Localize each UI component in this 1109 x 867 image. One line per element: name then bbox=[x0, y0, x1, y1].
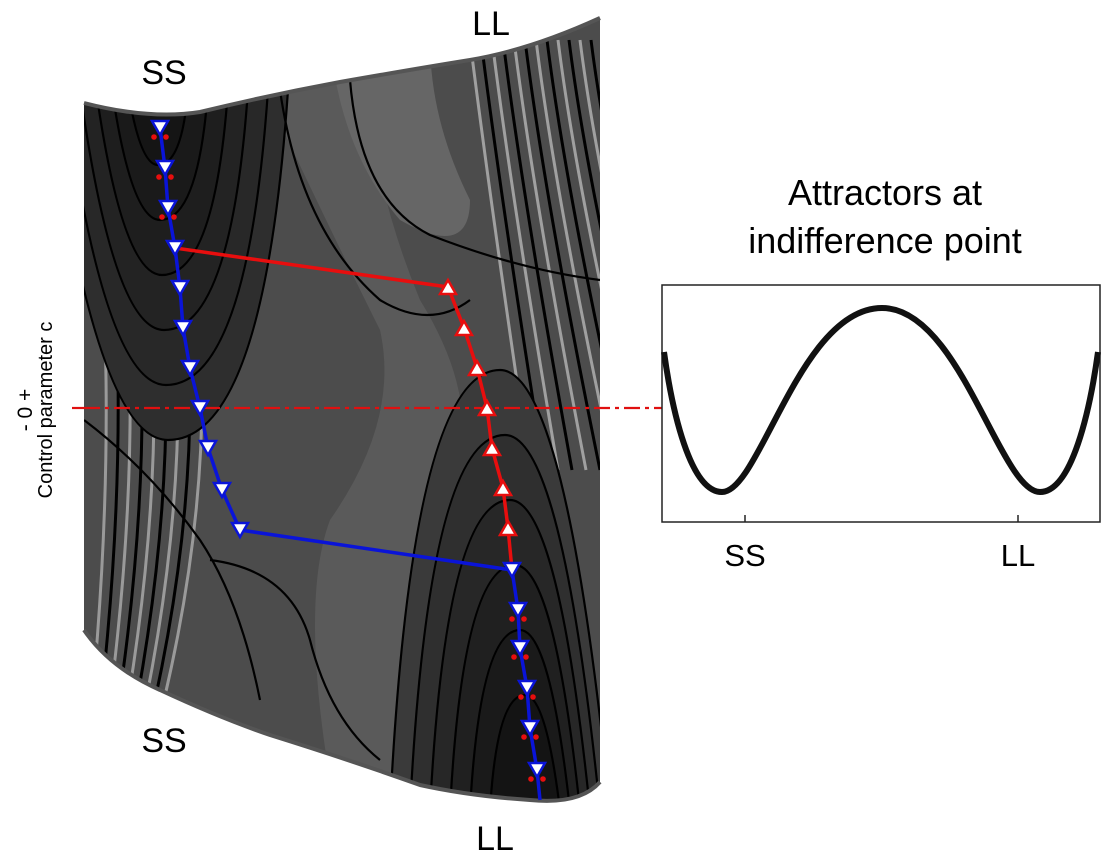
contour-lower-left bbox=[84, 419, 262, 701]
label-ll-bottom: LL bbox=[476, 820, 514, 858]
red-dot bbox=[528, 776, 534, 782]
surface-upper-right-region bbox=[330, 40, 470, 236]
right-wall-stripe bbox=[490, 39, 560, 471]
ss-basin-contours bbox=[84, 88, 290, 442]
blue-triangle-marker bbox=[501, 561, 523, 580]
red-dot bbox=[509, 616, 515, 622]
red-dots bbox=[151, 134, 546, 782]
red-dot bbox=[530, 694, 536, 700]
red-dot bbox=[540, 776, 546, 782]
potential-surface bbox=[84, 18, 600, 801]
right-wall-stripes bbox=[468, 39, 600, 471]
blue-triangle-marker bbox=[157, 199, 179, 218]
red-dot bbox=[163, 134, 169, 140]
right-wall-stripe bbox=[501, 39, 574, 471]
label-ll-top: LL bbox=[472, 5, 510, 43]
blue-triangle-marker bbox=[516, 679, 538, 698]
red-triangle-marker bbox=[476, 398, 498, 417]
surface-top-edge bbox=[83, 16, 601, 117]
right-wall-stripe bbox=[545, 39, 600, 471]
red-triangle-marker bbox=[492, 478, 514, 497]
blue-triangle-marker bbox=[164, 239, 186, 258]
surface-bottom-edge bbox=[82, 628, 602, 803]
label-ss-top: SS bbox=[141, 54, 186, 92]
right-wall-stripe bbox=[589, 39, 600, 471]
blue-triangle-marker bbox=[154, 159, 176, 178]
right-wall-stripe bbox=[523, 39, 600, 471]
blue-triangle-marker bbox=[519, 719, 541, 738]
blue-triangle-marker bbox=[211, 481, 233, 500]
red-dot bbox=[523, 654, 529, 660]
right-wall-stripe bbox=[567, 39, 600, 471]
blue-triangle-marker bbox=[172, 319, 194, 338]
inset-potential-curve bbox=[661, 304, 1101, 496]
blue-triangle-marker bbox=[507, 601, 529, 620]
inset-label-ss: SS bbox=[724, 538, 765, 573]
label-ss-bottom: SS bbox=[141, 722, 186, 760]
blue-triangle-marker bbox=[197, 439, 219, 458]
blue-triangle-marker bbox=[149, 119, 171, 138]
axis-label-group: - 0 + Control parameter c bbox=[14, 322, 57, 499]
red-dot bbox=[151, 134, 157, 140]
blue-down-triangles bbox=[149, 119, 548, 780]
blue-triangle-marker bbox=[179, 359, 201, 378]
red-triangle-marker bbox=[437, 277, 459, 296]
axis-title: Control parameter c bbox=[35, 322, 57, 499]
inset-frame bbox=[661, 284, 1101, 523]
right-wall-stripe bbox=[512, 39, 588, 471]
red-dot bbox=[521, 734, 527, 740]
red-dot bbox=[171, 214, 177, 220]
red-dot bbox=[518, 694, 524, 700]
red-up-triangles bbox=[437, 277, 519, 537]
right-wall-stripe bbox=[556, 39, 600, 471]
blue-triangle-marker bbox=[509, 639, 531, 658]
red-triangle-marker bbox=[453, 318, 475, 337]
red-dot bbox=[159, 214, 165, 220]
separatrix-upper bbox=[278, 89, 471, 316]
blue-triangle-marker bbox=[526, 761, 548, 780]
red-dot bbox=[511, 654, 517, 660]
inset-label-ll: LL bbox=[1001, 538, 1035, 573]
axis-signs: - 0 + bbox=[14, 389, 37, 432]
red-dot bbox=[533, 734, 539, 740]
blue-triangle-marker bbox=[189, 399, 211, 418]
red-dot bbox=[521, 616, 527, 622]
red-triangle-marker bbox=[466, 358, 488, 377]
inset-title-line1: Attractors at bbox=[788, 172, 982, 213]
right-wall-stripe bbox=[534, 39, 600, 471]
contour-upper-right bbox=[348, 79, 600, 282]
blue-triangle-marker bbox=[229, 521, 251, 540]
red-triangle-marker bbox=[481, 438, 503, 457]
blue-triangle-marker bbox=[169, 279, 191, 298]
red-dot bbox=[168, 174, 174, 180]
separatrix-lower bbox=[209, 558, 381, 761]
inset-title-line2: indifference point bbox=[748, 220, 1022, 261]
red-dot bbox=[156, 174, 162, 180]
right-wall-stripe bbox=[578, 39, 600, 471]
red-triangle-marker bbox=[497, 518, 519, 537]
